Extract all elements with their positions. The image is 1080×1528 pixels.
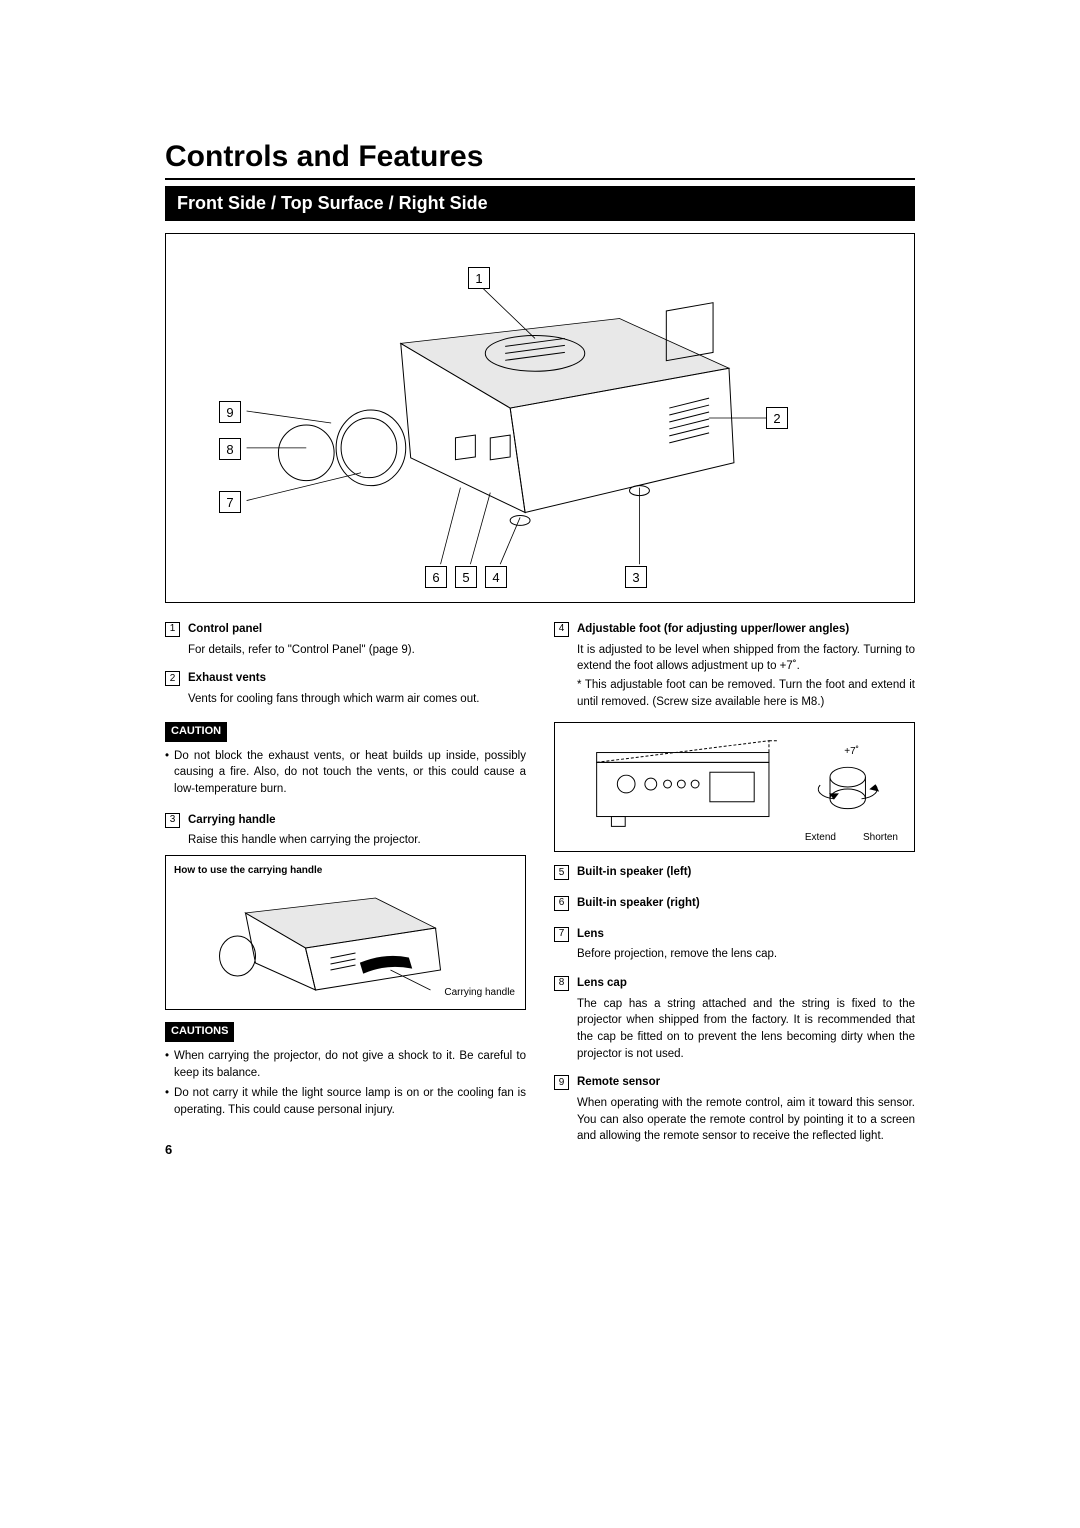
callout-3: 3 xyxy=(625,566,647,588)
item-7-num: 7 xyxy=(554,927,569,942)
bullet-dot-icon: • xyxy=(165,1048,169,1081)
item-2-body: Vents for cooling fans through which war… xyxy=(188,691,526,708)
cautions-label: CAUTIONS xyxy=(165,1022,234,1042)
callout-1: 1 xyxy=(468,267,490,289)
caution-label-1: CAUTION xyxy=(165,722,227,742)
item-9: 9 Remote sensor xyxy=(554,1074,915,1091)
callout-4: 4 xyxy=(485,566,507,588)
cautions-text-2: Do not carry it while the light source l… xyxy=(174,1085,526,1118)
item-9-body: When operating with the remote control, … xyxy=(577,1095,915,1145)
item-7-title: Lens xyxy=(577,926,604,943)
cautions-bullet-2: • Do not carry it while the light source… xyxy=(165,1085,526,1118)
callout-7: 7 xyxy=(219,491,241,513)
page-title: Controls and Features xyxy=(165,140,915,180)
item-2: 2 Exhaust vents xyxy=(165,670,526,687)
bullet-dot-icon: • xyxy=(165,1085,169,1118)
item-8-num: 8 xyxy=(554,976,569,991)
item-2-num: 2 xyxy=(165,671,180,686)
item-4-num: 4 xyxy=(554,622,569,637)
item-7-body: Before projection, remove the lens cap. xyxy=(577,946,915,963)
item-6-num: 6 xyxy=(554,896,569,911)
item-9-title: Remote sensor xyxy=(577,1074,660,1091)
cautions-text-1: When carrying the projector, do not give… xyxy=(174,1048,526,1081)
description-columns: 1 Control panel For details, refer to "C… xyxy=(165,621,915,1159)
item-3-title: Carrying handle xyxy=(188,812,276,829)
item-1: 1 Control panel xyxy=(165,621,526,638)
carrying-handle-diagram: How to use the carrying handle Carrying … xyxy=(165,855,526,1010)
item-5-title: Built-in speaker (left) xyxy=(577,864,691,881)
projector-svg xyxy=(166,234,914,602)
callout-2: 2 xyxy=(766,407,788,429)
adj-shorten-label: Shorten xyxy=(863,831,898,846)
item-4: 4 Adjustable foot (for adjusting upper/l… xyxy=(554,621,915,638)
item-6: 6 Built-in speaker (right) xyxy=(554,895,915,912)
item-5-num: 5 xyxy=(554,865,569,880)
callout-8: 8 xyxy=(219,438,241,460)
item-4-title: Adjustable foot (for adjusting upper/low… xyxy=(577,621,849,638)
callout-6: 6 xyxy=(425,566,447,588)
cautions-bullet-1: • When carrying the projector, do not gi… xyxy=(165,1048,526,1081)
item-7: 7 Lens xyxy=(554,926,915,943)
right-column: 4 Adjustable foot (for adjusting upper/l… xyxy=(554,621,915,1159)
adj-angle-label: +7˚ xyxy=(844,745,859,760)
item-4-body-2: * This adjustable foot can be removed. T… xyxy=(577,677,915,710)
item-5: 5 Built-in speaker (left) xyxy=(554,864,915,881)
left-column: 1 Control panel For details, refer to "C… xyxy=(165,621,526,1159)
item-1-body: For details, refer to "Control Panel" (p… xyxy=(188,642,526,659)
adj-extend-label: Extend xyxy=(805,831,836,846)
section-heading: Front Side / Top Surface / Right Side xyxy=(165,186,915,221)
adj-foot-svg xyxy=(555,723,914,851)
handle-svg xyxy=(174,878,517,998)
callout-9: 9 xyxy=(219,401,241,423)
item-8-body: The cap has a string attached and the st… xyxy=(577,996,915,1063)
item-1-title: Control panel xyxy=(188,621,262,638)
item-2-title: Exhaust vents xyxy=(188,670,266,687)
page-number: 6 xyxy=(165,1141,526,1160)
bullet-dot-icon: • xyxy=(165,748,169,798)
item-3-num: 3 xyxy=(165,813,180,828)
adjustable-foot-diagram: +7˚ Extend Shorten xyxy=(554,722,915,852)
item-8-title: Lens cap xyxy=(577,975,627,992)
item-3: 3 Carrying handle xyxy=(165,812,526,829)
item-6-title: Built-in speaker (right) xyxy=(577,895,700,912)
item-3-body: Raise this handle when carrying the proj… xyxy=(188,832,526,849)
handle-diagram-title: How to use the carrying handle xyxy=(174,864,517,879)
item-8: 8 Lens cap xyxy=(554,975,915,992)
caution-1-text-1: Do not block the exhaust vents, or heat … xyxy=(174,748,526,798)
handle-diagram-label: Carrying handle xyxy=(444,986,515,1001)
item-4-body-1: It is adjusted to be level when shipped … xyxy=(577,642,915,675)
main-projector-diagram: 1 2 3 4 5 6 7 8 9 xyxy=(165,233,915,603)
item-9-num: 9 xyxy=(554,1075,569,1090)
item-1-num: 1 xyxy=(165,622,180,637)
callout-5: 5 xyxy=(455,566,477,588)
caution-1-bullet-1: • Do not block the exhaust vents, or hea… xyxy=(165,748,526,798)
